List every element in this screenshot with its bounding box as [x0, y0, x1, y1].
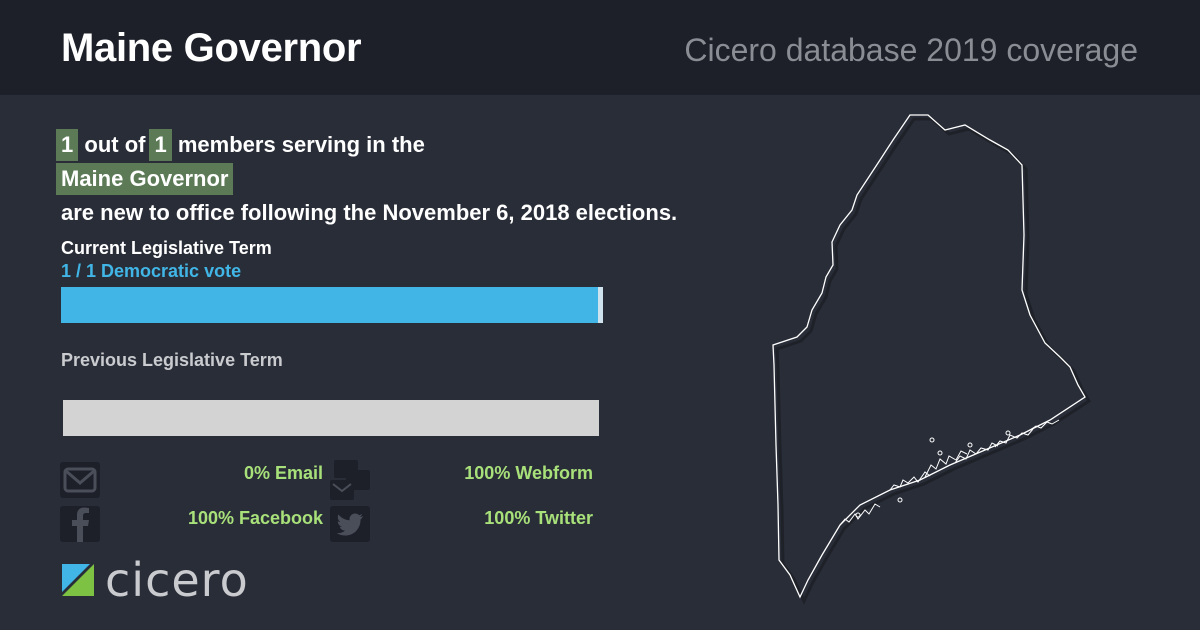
summary-suffix: are new to office following the November…	[61, 200, 678, 225]
coverage-label: Cicero database 2019 coverage	[684, 32, 1138, 68]
cicero-logo-text: cicero	[105, 553, 249, 607]
cicero-logo-icon	[62, 560, 94, 601]
maine-map-outline	[772, 114, 1092, 605]
facebook-icon	[60, 506, 100, 542]
body-name-highlight: Maine Governor	[56, 163, 234, 195]
facebook-stat: 100% Facebook	[187, 508, 323, 528]
maine-outline-path	[772, 114, 1086, 599]
previous-term-bar	[63, 400, 599, 436]
email-stat: 0% Email	[243, 463, 323, 483]
previous-term-label: Previous Legislative Term	[61, 350, 283, 370]
current-term-bar	[61, 287, 603, 323]
page-title: Maine Governor	[61, 26, 362, 70]
current-vote-text: 1 / 1 Democratic vote	[61, 261, 242, 281]
out-of-text: out of	[84, 132, 146, 157]
twitter-icon	[330, 506, 370, 542]
total-count-highlight: 1	[149, 129, 172, 161]
members-text: members serving in the	[177, 132, 425, 157]
summary-text: 1 out of 1 members serving in the Maine G…	[56, 128, 776, 230]
webform-icon	[330, 460, 370, 500]
current-term-label: Current Legislative Term	[61, 238, 272, 258]
header-bar: Maine Governor Cicero database 2019 cove…	[0, 0, 1200, 95]
new-count-highlight: 1	[56, 129, 79, 161]
democratic-fill	[61, 287, 598, 323]
envelope-icon	[60, 462, 100, 498]
webform-stat: 100% Webform	[464, 463, 593, 483]
twitter-stat: 100% Twitter	[484, 508, 593, 528]
